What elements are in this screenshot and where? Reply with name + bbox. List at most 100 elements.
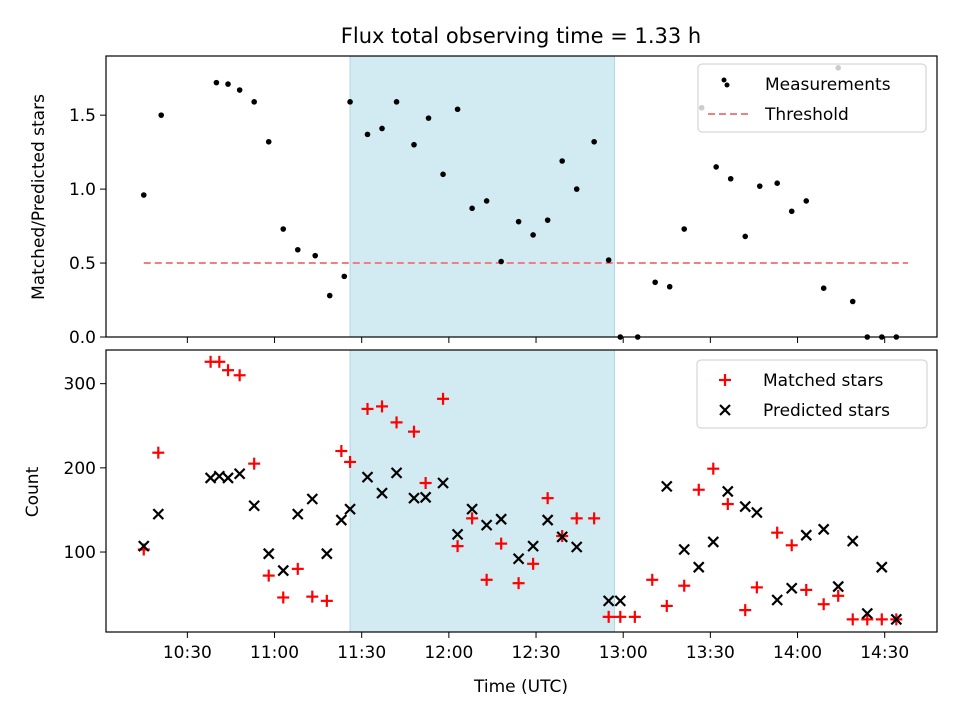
matched-star-point xyxy=(262,569,275,582)
predicted-star-point xyxy=(376,487,388,499)
legend-label-measurements: Measurements xyxy=(765,75,891,95)
predicted-star-point xyxy=(832,580,844,593)
bottom-legend-box xyxy=(696,359,928,429)
top-legend-box xyxy=(697,63,927,133)
matched-star-point xyxy=(721,498,734,511)
measurement-point xyxy=(158,112,165,118)
matched-star-point xyxy=(277,591,290,604)
top-axes-frame xyxy=(105,55,938,338)
matched-star-point xyxy=(570,512,583,525)
measurement-point xyxy=(379,125,385,132)
legend-label-matched: Matched stars xyxy=(763,371,883,391)
predicted-star-point xyxy=(451,528,464,541)
measurement-point xyxy=(515,218,522,225)
matched-star-point xyxy=(213,355,226,368)
x-tick-label: 14:00 xyxy=(773,643,822,663)
matched-star-point xyxy=(861,613,874,626)
matched-star-point xyxy=(785,539,798,552)
top-x-ticks xyxy=(186,337,886,343)
measurement-point xyxy=(591,138,597,145)
matched-star-point xyxy=(588,512,601,525)
matched-star-point xyxy=(376,400,389,413)
matched-star-point xyxy=(771,526,784,539)
legend-marker-measurements-a xyxy=(721,77,727,83)
matched-star-point xyxy=(495,537,508,550)
matched-star-point xyxy=(437,392,450,405)
predicted-star-point xyxy=(692,561,705,573)
predicted-star-point xyxy=(800,529,813,541)
predicted-star-point xyxy=(466,503,478,515)
matched-star-point xyxy=(628,610,641,623)
legend-marker-predicted xyxy=(719,404,731,416)
measurement-point xyxy=(364,131,371,138)
bottom-y-tick-label: 200 xyxy=(64,459,96,479)
measurement-point xyxy=(225,81,231,87)
matched-star-point xyxy=(335,445,348,458)
matched-star-point xyxy=(646,573,659,586)
measurement-point xyxy=(294,246,301,253)
measurement-point xyxy=(756,183,763,189)
measurement-point xyxy=(347,99,353,105)
measurement-point xyxy=(425,115,432,121)
top-y-tick-label: 0.5 xyxy=(69,254,96,274)
predicted-star-point xyxy=(817,523,830,536)
predicted-star-point xyxy=(437,477,449,489)
top-legend: Measurements Threshold xyxy=(697,63,927,133)
predicted-star-point xyxy=(204,472,217,484)
matched-star-point xyxy=(527,557,540,570)
matched-star-point xyxy=(817,598,830,611)
measurement-point xyxy=(742,233,749,240)
bottom-x-ticks: 10:30 11:00 11:30 12:00 12:30 13:00 13:30 14:00… xyxy=(163,632,909,663)
matched-star-point xyxy=(306,590,319,603)
predicted-star-point xyxy=(390,467,403,479)
predicted-star-point xyxy=(771,594,783,606)
predicted-star-point xyxy=(785,582,798,595)
predicted-star-point xyxy=(614,595,627,607)
measurement-point xyxy=(666,283,673,290)
matched-star-point xyxy=(750,581,763,594)
measurement-point xyxy=(411,141,417,148)
predicted-star-point xyxy=(152,508,165,520)
predicted-star-point xyxy=(722,485,734,498)
predicted-star-point xyxy=(306,493,319,505)
bottom-y-tick-label: 100 xyxy=(64,543,96,563)
predicted-star-point xyxy=(419,491,432,504)
x-tick-label: 13:30 xyxy=(686,643,735,663)
predicted-star-point xyxy=(541,514,554,526)
predicted-star-point xyxy=(277,564,290,577)
measurements-series xyxy=(140,65,900,340)
measurement-point xyxy=(559,158,565,164)
measurement-point xyxy=(573,186,580,192)
predicted-star-point xyxy=(480,519,493,531)
predicted-star-point xyxy=(361,471,374,483)
predicted-star-point xyxy=(408,492,420,504)
top-y-tick-label: 0.0 xyxy=(69,328,96,348)
matched-star-point xyxy=(800,583,813,596)
matched-star-point xyxy=(875,613,888,626)
bottom-y-ticks: 100 200 300 xyxy=(64,375,106,563)
predicted-star-point xyxy=(527,540,539,552)
measurement-point xyxy=(530,232,536,238)
measurement-point xyxy=(312,252,319,259)
predicted-star-point xyxy=(846,535,859,547)
predicted-star-point xyxy=(495,513,507,525)
predicted-star-point xyxy=(876,561,888,573)
matched-star-point xyxy=(344,455,357,468)
top-panel: 0.0 0.5 1.0 1.5 Matched/Predicted stars Mea… xyxy=(29,55,938,348)
predicted-star-point xyxy=(321,547,333,560)
top-shaded-region xyxy=(349,55,615,338)
bottom-panel: 100 200 300 10:30 11:00 11:30 12:00 12:30 13:00… xyxy=(23,349,938,697)
predicted-star-point xyxy=(262,547,275,560)
matched-star-point xyxy=(660,599,673,612)
predicted-stars-series xyxy=(137,467,903,626)
top-y-ticks: 0.0 0.5 1.0 1.5 xyxy=(69,106,106,348)
predicted-star-point xyxy=(861,607,874,620)
matched-star-point xyxy=(320,594,333,607)
matched-star-point xyxy=(291,562,304,575)
predicted-star-point xyxy=(248,499,260,512)
matched-stars-series xyxy=(137,355,903,626)
predicted-star-point xyxy=(222,472,234,484)
measurement-point xyxy=(280,226,287,232)
measurement-point xyxy=(251,99,257,105)
predicted-star-point xyxy=(707,536,720,548)
